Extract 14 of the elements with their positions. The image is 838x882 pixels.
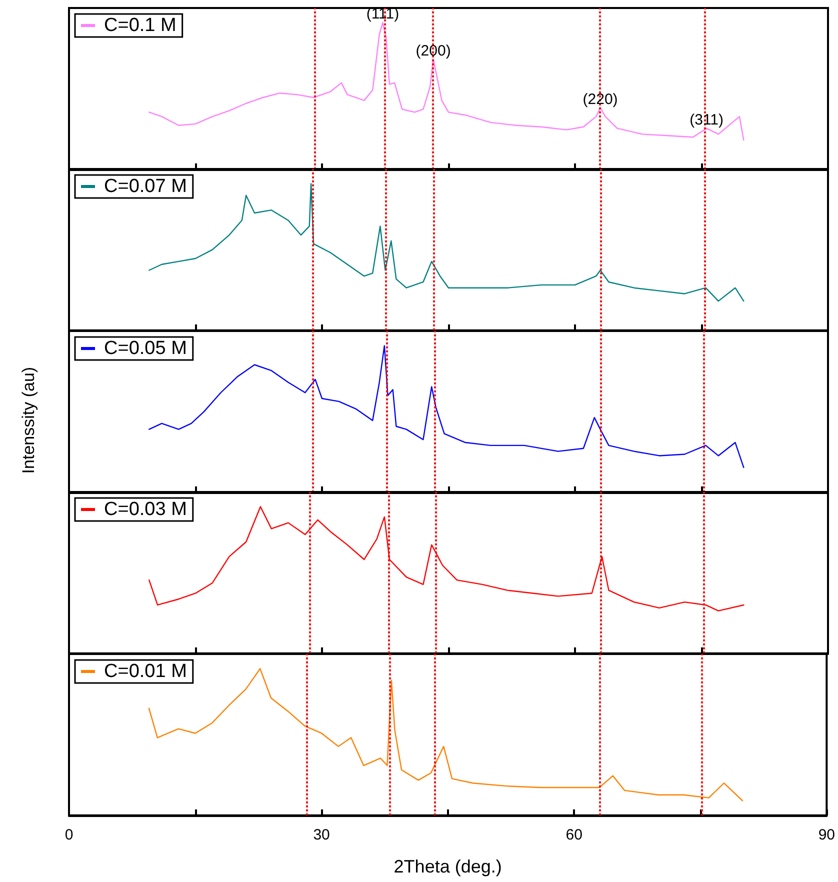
x-axis-title: 2Theta (deg.)	[394, 856, 502, 876]
annotation: (200)	[416, 42, 451, 60]
x-tick-label: 90	[818, 826, 835, 843]
legend-label: C=0.01 M	[104, 660, 187, 682]
legend-label: C=0.05 M	[104, 338, 187, 359]
x-tick-label: 60	[566, 826, 582, 843]
legend-label: C=0.07 M	[104, 176, 187, 198]
x-tick-label: 30	[313, 826, 330, 843]
y-axis-title: Intenssity (au)	[19, 366, 38, 474]
legend-label: C=0.03 M	[104, 499, 187, 520]
x-tick-label: 0	[64, 826, 74, 843]
annotation: (220)	[582, 90, 618, 108]
legend-label: C=0.1 M	[104, 15, 176, 36]
annotation: (311)	[690, 111, 724, 128]
